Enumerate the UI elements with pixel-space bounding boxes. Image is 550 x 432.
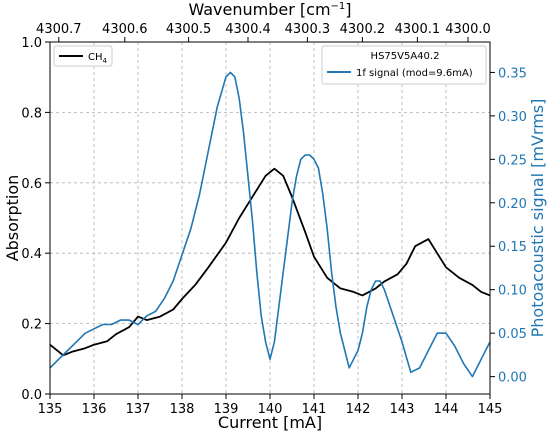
- grid-layer: [50, 42, 490, 394]
- y-right-tick-label: 0.25: [498, 153, 527, 168]
- x-tick-label: 139: [214, 402, 239, 417]
- x-tick-label: 138: [170, 402, 195, 417]
- y-right-tick-label: 0.35: [498, 66, 527, 81]
- series-line-absorption: [49, 167, 491, 357]
- y-right-tick-label: 0.00: [498, 371, 527, 386]
- legend-right-box: [321, 45, 487, 85]
- top-tick-label: 4300.4: [225, 22, 271, 37]
- series-line-photoacoustic: [49, 71, 491, 378]
- legend-left-main: CH: [88, 52, 103, 63]
- y-left-tick-label: 0.2: [21, 318, 42, 333]
- x-tick-label: 143: [390, 402, 415, 417]
- top-tick-label: 4300.3: [285, 22, 331, 37]
- top-tick-label: 4300.1: [395, 22, 441, 37]
- top-tick-label: 4300.7: [36, 22, 82, 37]
- x-tick-label: 136: [82, 402, 107, 417]
- x-tick-label: 140: [258, 402, 283, 417]
- legend-right-title: HS75V5A40.2: [371, 51, 440, 62]
- y-right-tick-label: 0.10: [498, 284, 527, 299]
- legend-right: HS75V5A40.2 1f signal (mod=9.6mA): [321, 45, 487, 85]
- y-right-tick-label: 0.30: [498, 110, 527, 125]
- y-left-tick-label: 0.6: [21, 177, 42, 192]
- y-right-tick-label: 0.15: [498, 240, 527, 255]
- y-left-tick-label: 0.0: [21, 388, 42, 403]
- y-axis-left-label: Absorption: [3, 175, 22, 262]
- x-tick-label: 145: [478, 402, 503, 417]
- legend-left-sub: 4: [103, 57, 108, 65]
- top-axis-label-sup: −1: [331, 1, 346, 12]
- y-left-tick-label: 1.0: [21, 36, 42, 51]
- x-tick-label: 144: [434, 402, 459, 417]
- top-tick-label: 4300.2: [340, 22, 386, 37]
- y-right-tick-label: 0.05: [498, 327, 527, 342]
- series-layer: [49, 71, 491, 378]
- y-left-tick-label: 0.4: [21, 247, 42, 262]
- y-right-tick-label: 0.20: [498, 197, 527, 212]
- y-axis-right-label: Photoacoustic signal [mVrms]: [528, 99, 547, 338]
- x-tick-label: 142: [346, 402, 371, 417]
- legend-left: CH4: [53, 45, 113, 67]
- x-tick-label: 141: [302, 402, 327, 417]
- top-tick-label: 4300.5: [166, 22, 212, 37]
- top-axis-label-main: Wavenumber [cm: [188, 0, 330, 19]
- top-axis-label: Wavenumber [cm−1]: [188, 0, 351, 19]
- top-axis-label-end: ]: [345, 0, 351, 19]
- x-tick-label: 137: [126, 402, 151, 417]
- x-tick-label: 135: [38, 402, 63, 417]
- legend-left-text: CH4: [88, 52, 108, 65]
- legend-right-label: 1f signal (mod=9.6mA): [356, 68, 473, 79]
- top-tick-label: 4300.0: [445, 22, 491, 37]
- tick-layer: 135 136 137 138 139 140 141 142 143 144 1450.00.20…: [21, 22, 527, 417]
- y-left-tick-label: 0.8: [21, 106, 42, 121]
- top-tick-label: 4300.6: [102, 22, 148, 37]
- x-axis-label: Current [mA]: [218, 413, 322, 432]
